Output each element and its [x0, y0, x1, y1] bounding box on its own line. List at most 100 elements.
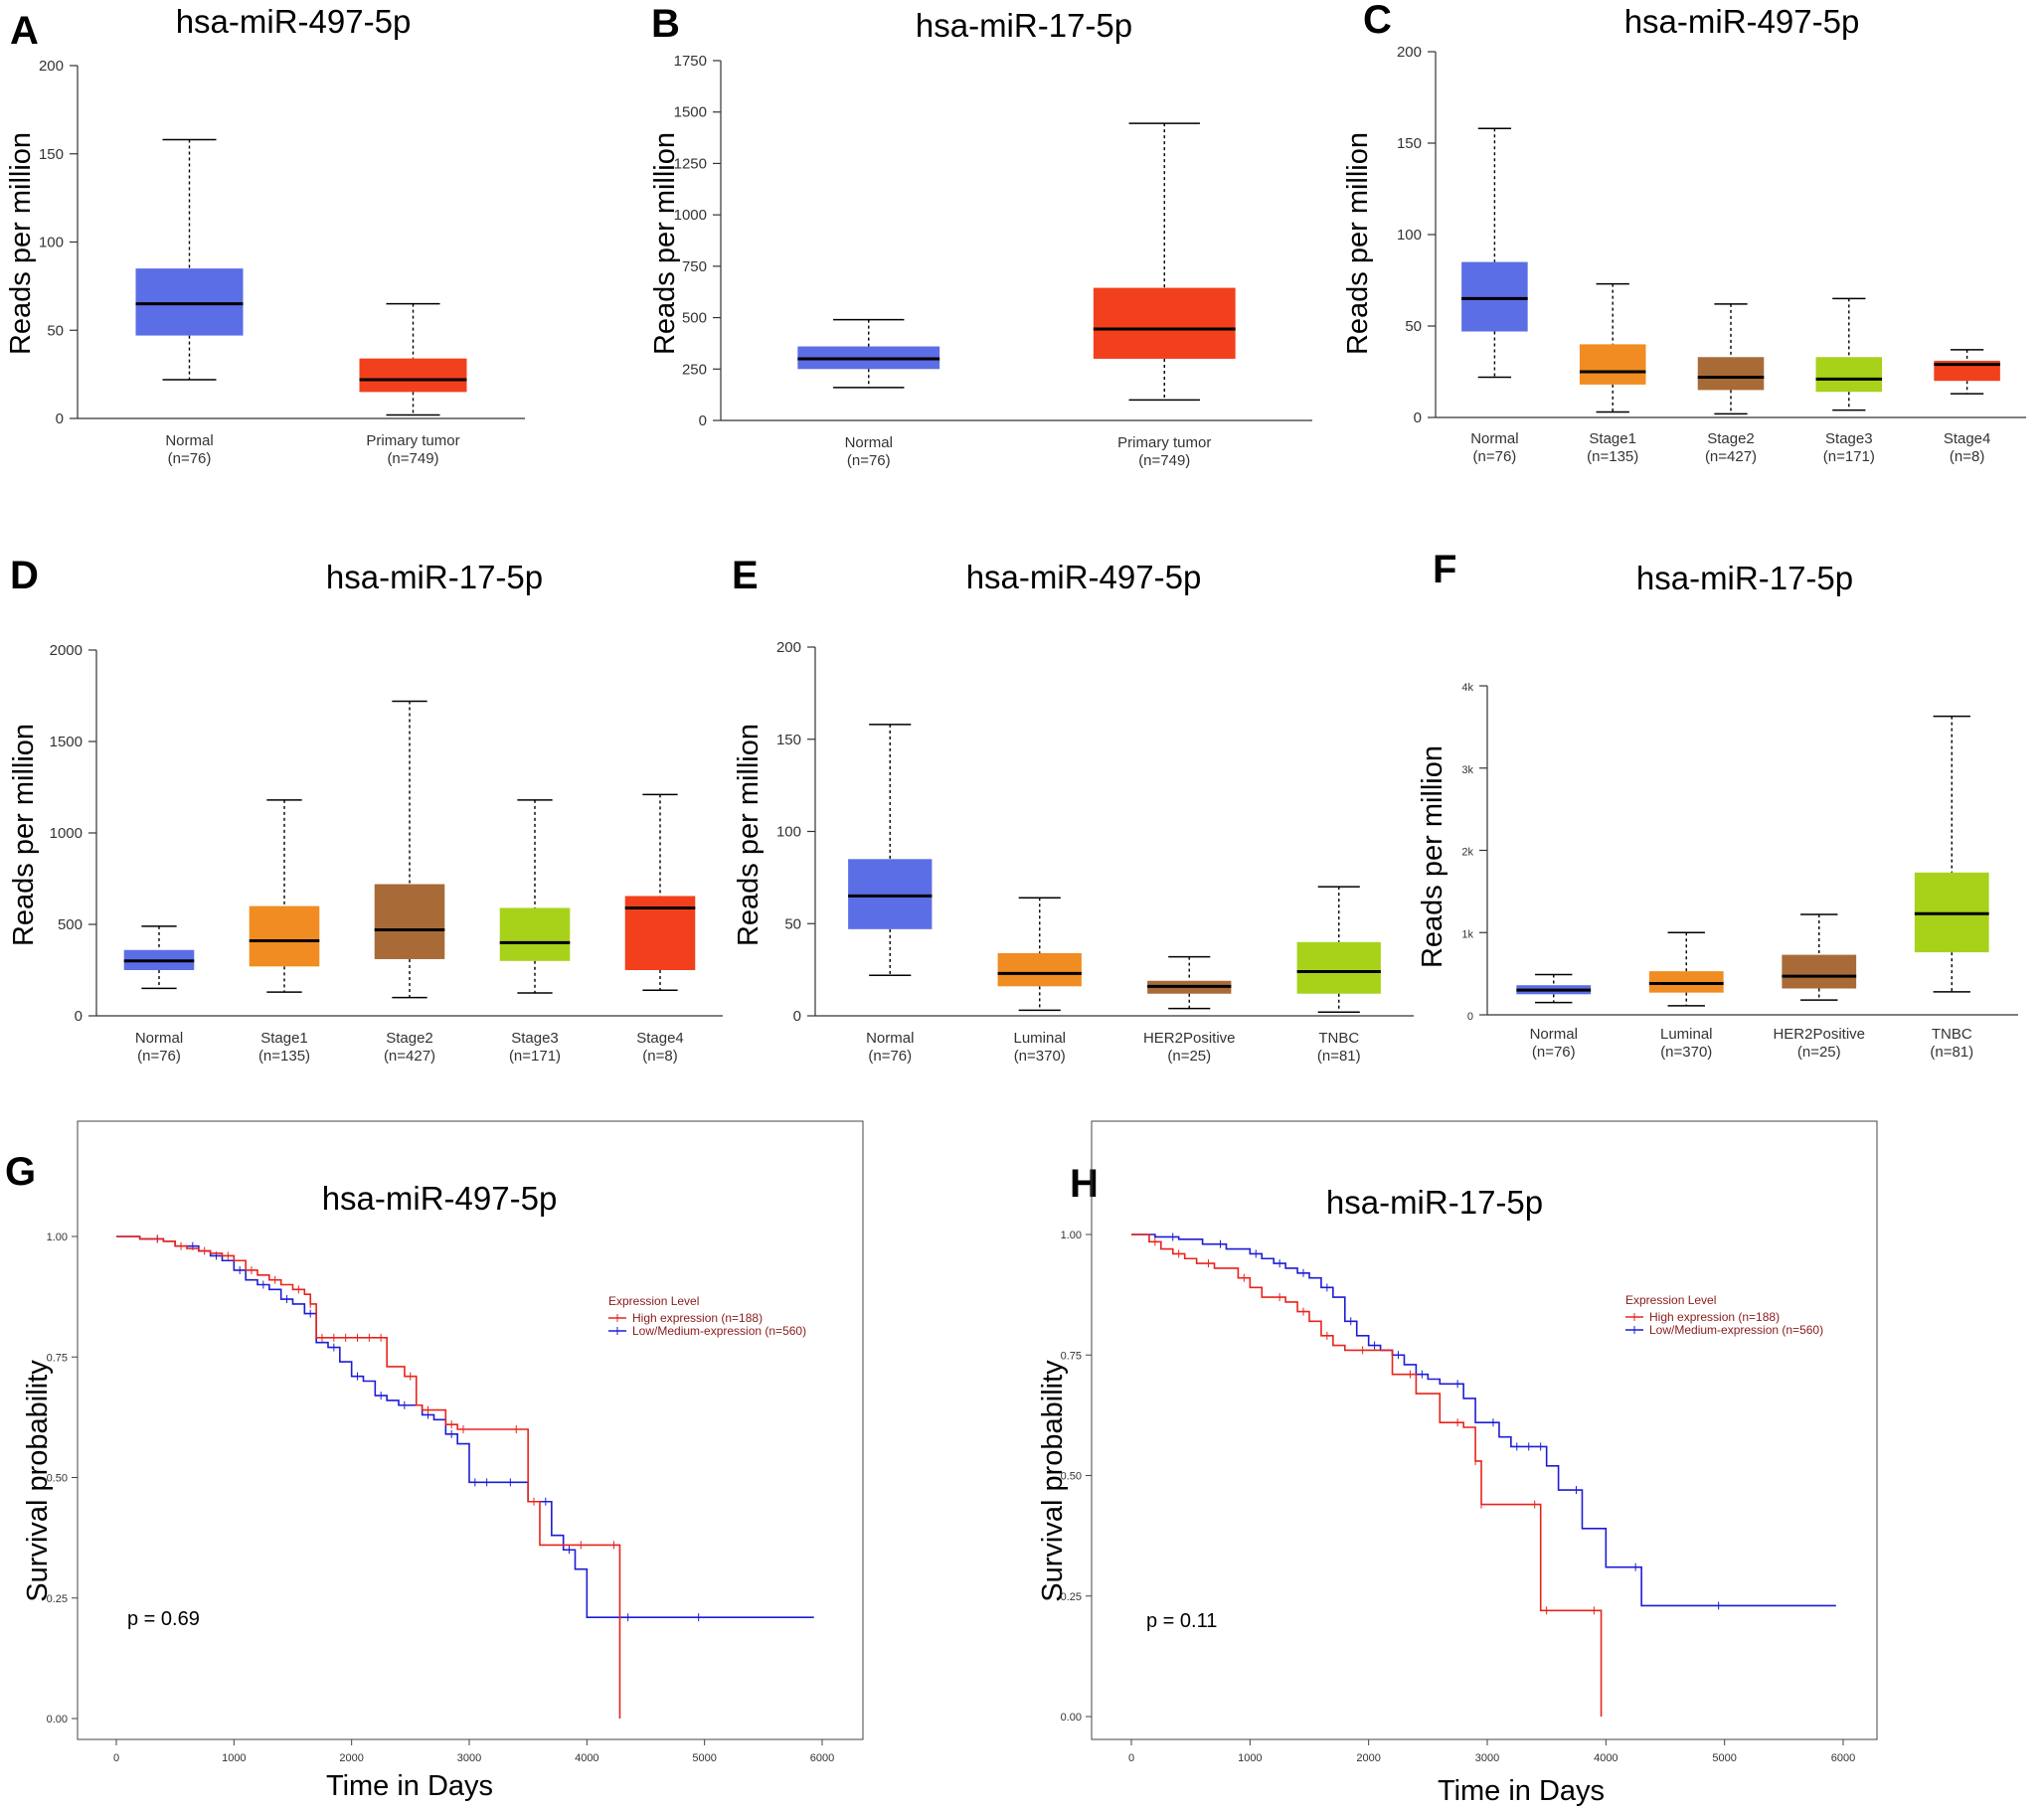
- panel-letter: D: [10, 554, 39, 597]
- category-label: Normal: [165, 432, 213, 449]
- y-tick-label: 0.25: [47, 1593, 68, 1605]
- category-count: (n=76): [137, 1048, 181, 1065]
- box-primary-tumor: Primary tumor(n=749): [359, 302, 467, 467]
- box-iqr: [1782, 954, 1857, 989]
- y-tick-label: 4k: [1461, 682, 1473, 694]
- box-iqr: [1461, 261, 1528, 332]
- y-tick-label: 0.00: [47, 1714, 68, 1726]
- category-label: Stage2: [1707, 430, 1755, 447]
- p-value: p = 0.11: [1146, 1610, 1217, 1632]
- y-axis-label: Reads per million: [1417, 745, 1448, 968]
- box-her2positive: HER2Positive(n=25): [1773, 913, 1865, 1061]
- category-count: (n=76): [868, 1048, 912, 1065]
- x-tick-label: 5000: [1712, 1752, 1736, 1764]
- category-label: TNBC: [1318, 1030, 1359, 1047]
- category-label: Stage2: [386, 1030, 433, 1047]
- chart-title: hsa-miR-497-5p: [322, 1180, 558, 1217]
- survival-series-high: [116, 1234, 621, 1719]
- y-tick-label: 0: [75, 1008, 83, 1025]
- box-luminal: Luminal(n=370): [1648, 931, 1724, 1061]
- y-tick-label: 2000: [50, 642, 83, 659]
- category-count: (n=76): [847, 452, 891, 469]
- y-tick-label: 0.75: [47, 1352, 68, 1364]
- category-label: Normal: [135, 1030, 183, 1047]
- category-label: Stage1: [260, 1030, 308, 1047]
- y-tick-label: 500: [58, 916, 83, 933]
- category-label: Luminal: [1013, 1030, 1066, 1047]
- box-stage4: Stage4(n=8): [1934, 349, 2000, 465]
- panel-letter: H: [1070, 1162, 1099, 1206]
- box-iqr: [1697, 357, 1765, 391]
- survival-curve: [1131, 1234, 1836, 1607]
- category-count: (n=171): [509, 1048, 561, 1065]
- x-tick-label: 4000: [575, 1752, 598, 1764]
- category-label: Stage4: [1944, 430, 1991, 447]
- y-tick-label: 0.50: [47, 1473, 68, 1485]
- y-tick-label: 3k: [1461, 764, 1473, 776]
- y-tick-label: 50: [784, 915, 801, 932]
- x-tick-label: 6000: [1831, 1752, 1855, 1764]
- category-label: Normal: [866, 1030, 914, 1047]
- legend-title: Expression Level: [608, 1294, 699, 1308]
- p-value: p = 0.69: [127, 1608, 200, 1630]
- legend-entry: Low/Medium-expression (n=560): [1649, 1323, 1823, 1337]
- chart-title: hsa-miR-17-5p: [1326, 1184, 1543, 1221]
- x-tick-label: 1000: [1238, 1752, 1262, 1764]
- chart-title: hsa-miR-17-5p: [1636, 560, 1853, 596]
- y-tick-label: 100: [776, 824, 801, 841]
- box-stage3: Stage3(n=171): [499, 799, 571, 1065]
- x-tick-label: 1000: [222, 1752, 246, 1764]
- category-count: (n=427): [1705, 448, 1757, 465]
- box-iqr: [359, 358, 467, 393]
- box-normal: Normal(n=76): [797, 318, 940, 469]
- box-iqr: [374, 884, 445, 959]
- box-her2positive: HER2Positive(n=25): [1143, 955, 1236, 1065]
- box-normal: Normal(n=76): [1516, 973, 1592, 1061]
- category-label: HER2Positive: [1143, 1030, 1236, 1047]
- box-tnbc: TNBC(n=81): [1296, 886, 1381, 1065]
- y-tick-label: 200: [39, 58, 64, 75]
- x-tick-label: 5000: [692, 1752, 716, 1764]
- y-tick-label: 200: [776, 639, 801, 656]
- box-primary-tumor: Primary tumor(n=749): [1093, 122, 1236, 469]
- category-label: Normal: [845, 434, 893, 451]
- box-stage3: Stage3(n=171): [1815, 297, 1883, 465]
- x-tick-label: 3000: [457, 1752, 481, 1764]
- y-tick-label: 150: [39, 146, 64, 163]
- category-label: HER2Positive: [1773, 1026, 1865, 1043]
- y-tick-label: 2k: [1461, 847, 1473, 859]
- category-label: Primary tumor: [366, 432, 459, 449]
- y-tick-label: 1750: [674, 53, 707, 70]
- x-axis-label: Time in Days: [326, 1770, 493, 1802]
- y-axis-label: Reads per million: [1342, 132, 1374, 355]
- box-iqr: [848, 859, 933, 929]
- category-count: (n=8): [642, 1048, 677, 1065]
- panel-letter: C: [1363, 0, 1392, 42]
- category-label: Stage3: [1825, 430, 1873, 447]
- category-count: (n=749): [387, 450, 438, 467]
- legend: Expression Level High expression (n=188)L…: [1625, 1293, 1823, 1337]
- y-tick-label: 1.00: [1061, 1230, 1082, 1241]
- panel-letter: A: [10, 9, 39, 53]
- category-label: Stage1: [1589, 430, 1636, 447]
- y-tick-label: 0: [699, 412, 707, 429]
- plot-frame: [1091, 1120, 1878, 1740]
- box-iqr: [1093, 287, 1236, 359]
- category-label: Primary tumor: [1117, 434, 1211, 451]
- x-axis-label: Time in Days: [1438, 1775, 1605, 1807]
- box-iqr: [1579, 344, 1646, 385]
- box-normal: Normal(n=76): [848, 724, 933, 1065]
- y-tick-label: 50: [1405, 318, 1422, 335]
- y-axis-label: Reads per million: [8, 724, 40, 946]
- survival-curve: [116, 1235, 621, 1719]
- box-iqr: [249, 905, 320, 967]
- category-count: (n=370): [1014, 1048, 1066, 1065]
- category-count: (n=135): [1587, 448, 1638, 465]
